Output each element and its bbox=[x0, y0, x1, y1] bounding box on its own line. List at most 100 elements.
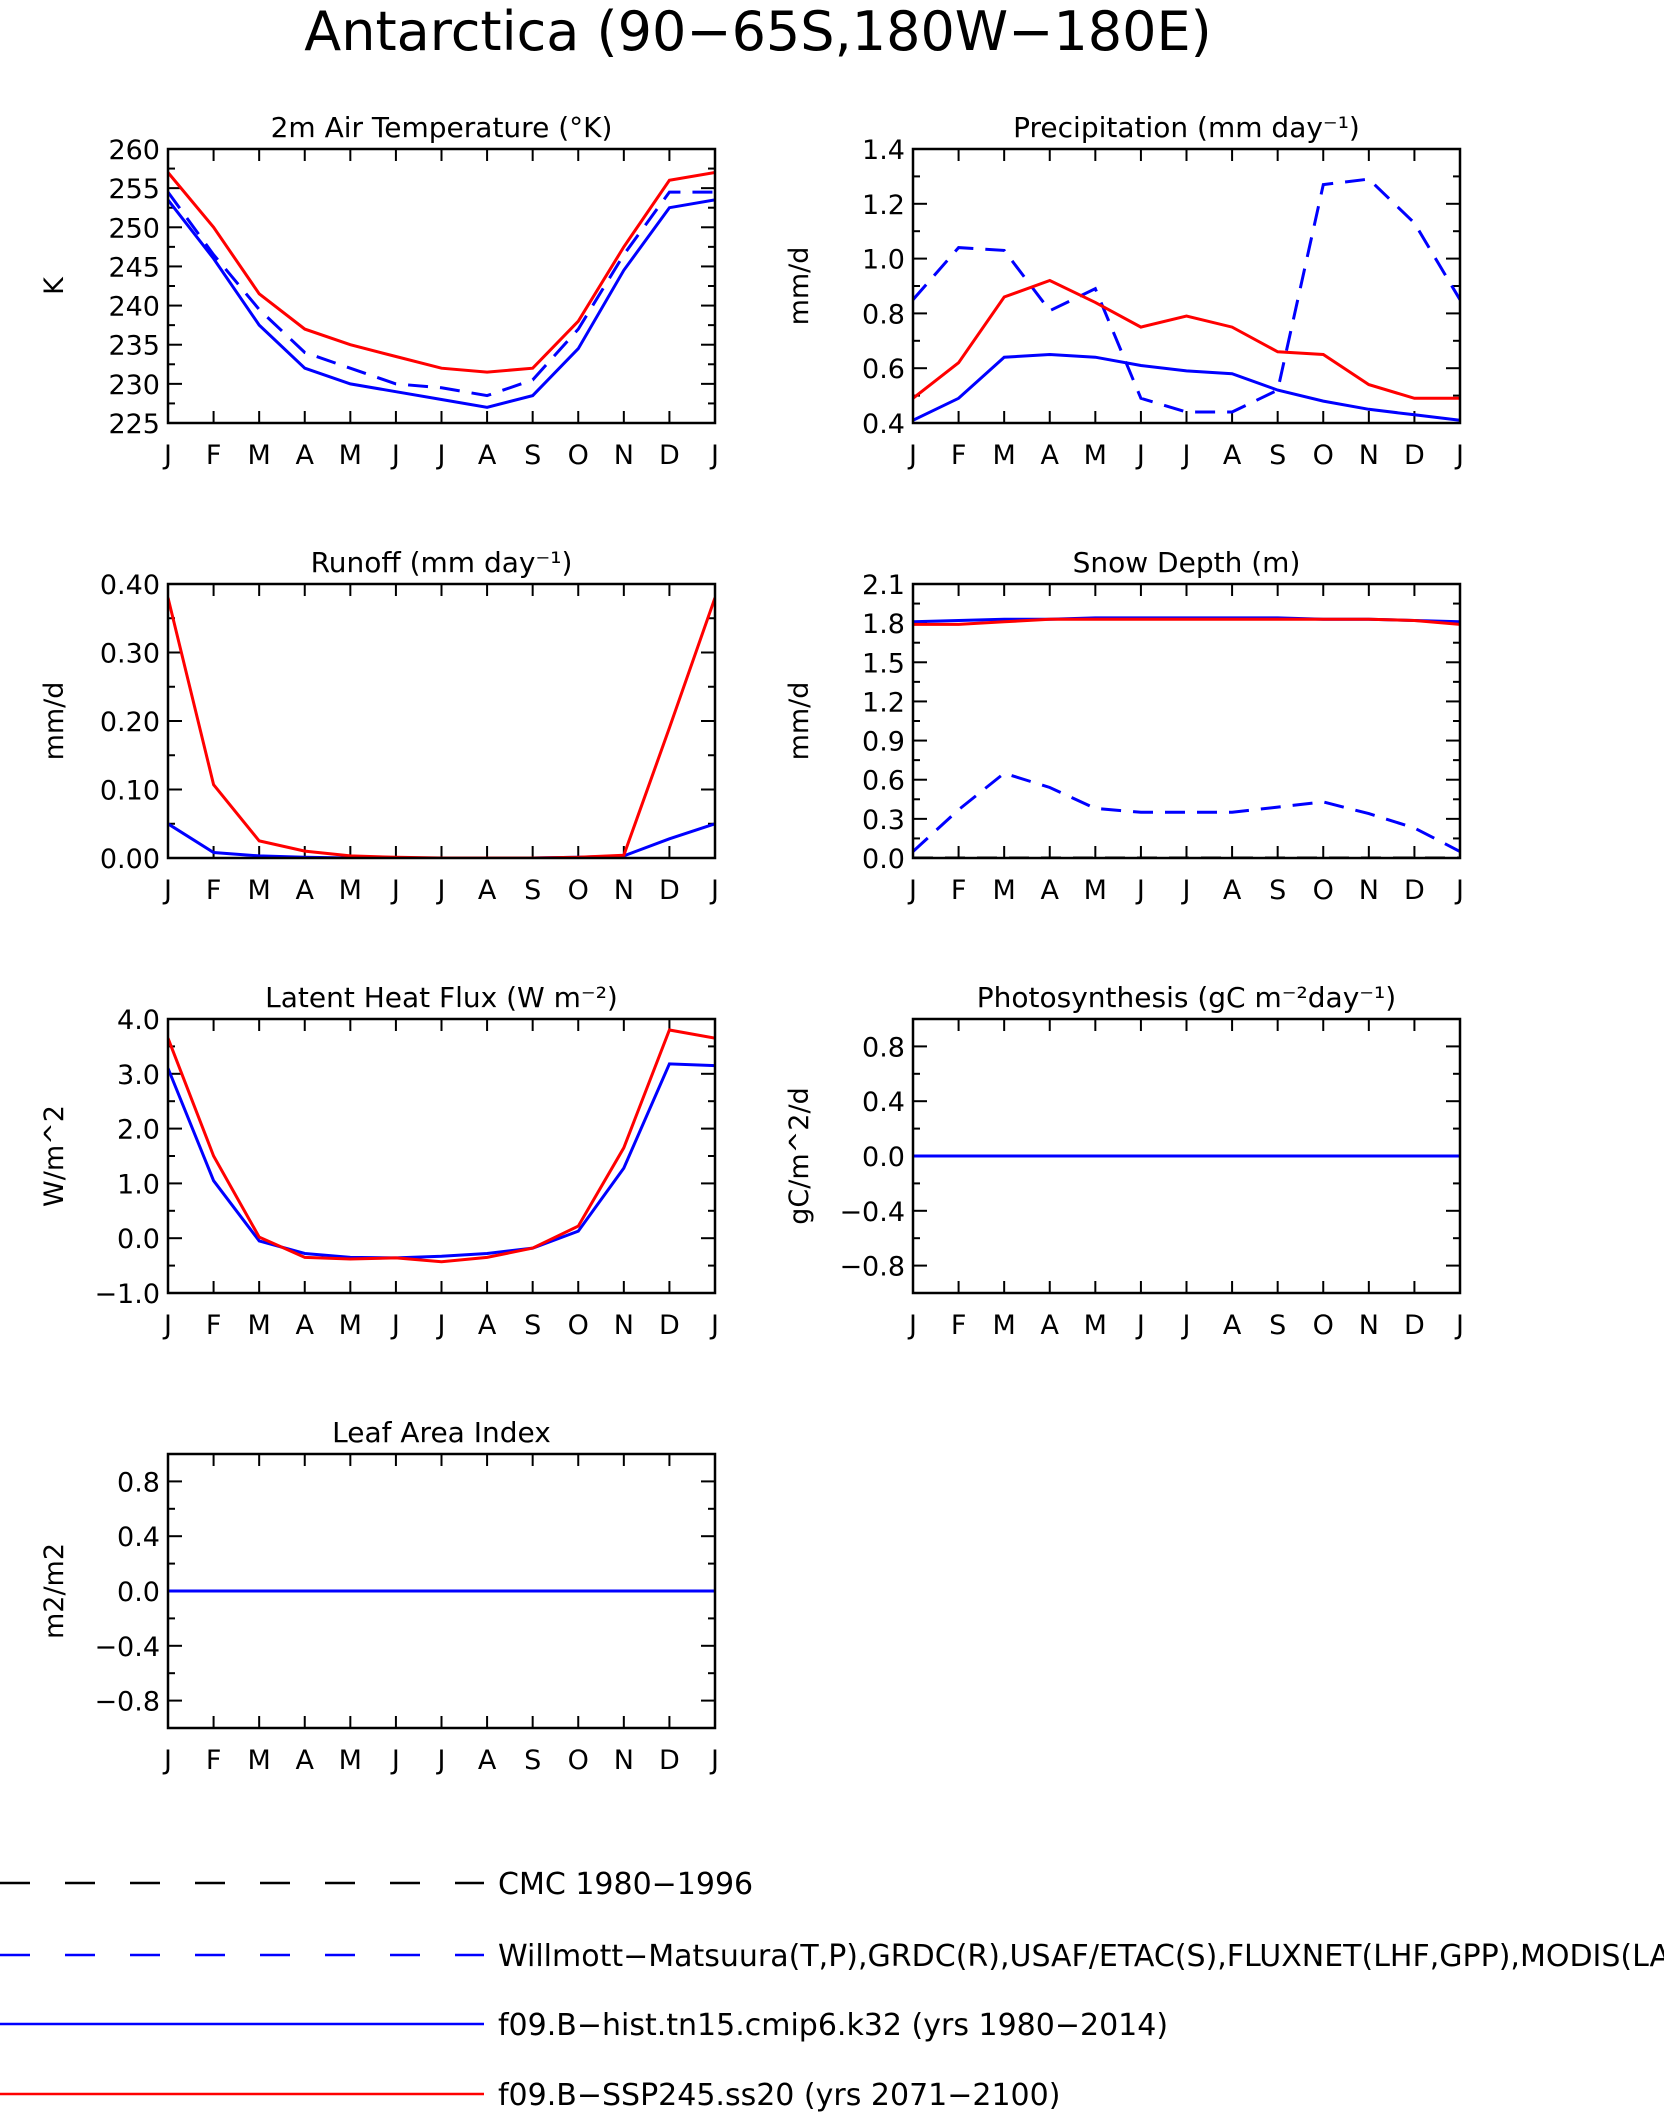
y-tick-label: 0.8 bbox=[862, 1032, 905, 1063]
x-tick-label: J bbox=[907, 440, 917, 471]
plot-frame bbox=[911, 147, 1462, 425]
x-tick-label: J bbox=[390, 875, 400, 906]
panel-title: Precipitation (mm day⁻¹) bbox=[1013, 111, 1360, 144]
x-tick-label: A bbox=[478, 1310, 497, 1341]
series-line bbox=[913, 177, 1460, 414]
y-axis-label: gC/m^2/d bbox=[784, 1087, 815, 1224]
y-tick-label: 0.9 bbox=[862, 727, 905, 758]
y-tick-label: 3.0 bbox=[117, 1060, 160, 1091]
x-tick-label: J bbox=[907, 875, 917, 906]
y-tick-label: 0.8 bbox=[117, 1467, 160, 1498]
series-line bbox=[913, 771, 1460, 853]
x-tick-label: D bbox=[1404, 875, 1425, 906]
legend-label: f09.B−hist.tn15.cmip6.k32 (yrs 1980−2014… bbox=[498, 2008, 1168, 2043]
x-tick-label: J bbox=[1135, 440, 1145, 471]
x-tick-label: O bbox=[1313, 440, 1334, 471]
x-tick-label: J bbox=[436, 440, 446, 471]
x-tick-label: M bbox=[1084, 875, 1107, 906]
x-tick-label: O bbox=[568, 1310, 589, 1341]
x-tick-label: M bbox=[339, 440, 362, 471]
y-tick-label: −0.8 bbox=[94, 1687, 160, 1718]
plot-frame bbox=[166, 147, 717, 425]
x-tick-label: A bbox=[478, 875, 497, 906]
plot-frame bbox=[166, 1017, 717, 1295]
x-tick-label: M bbox=[339, 875, 362, 906]
panel-precip: Precipitation (mm day⁻¹)J F M A M J J A S O N D J0.4… bbox=[784, 111, 1464, 471]
panel-title: Runoff (mm day⁻¹) bbox=[311, 546, 573, 579]
x-tick-label: A bbox=[296, 1745, 315, 1776]
x-tick-label: S bbox=[524, 1310, 541, 1341]
y-tick-label: 1.2 bbox=[862, 687, 905, 718]
y-tick-label: 230 bbox=[108, 370, 160, 401]
y-tick-label: 0.4 bbox=[862, 1087, 905, 1118]
y-axis-label: mm/d bbox=[39, 682, 70, 761]
x-tick-label: A bbox=[1041, 1310, 1060, 1341]
y-tick-label: 0.30 bbox=[100, 639, 160, 670]
legend-label: CMC 1980−1996 bbox=[498, 1867, 753, 1902]
y-tick-label: 1.0 bbox=[117, 1169, 160, 1200]
x-tick-label: A bbox=[1041, 440, 1060, 471]
y-tick-label: 4.0 bbox=[117, 1005, 160, 1036]
x-tick-label: M bbox=[993, 875, 1016, 906]
x-tick-label: M bbox=[248, 875, 271, 906]
x-tick-label: F bbox=[951, 440, 967, 471]
series-line bbox=[913, 617, 1460, 626]
x-tick-label: A bbox=[1041, 875, 1060, 906]
x-tick-label: O bbox=[1313, 1310, 1334, 1341]
y-axis-label: m2/m2 bbox=[39, 1543, 70, 1639]
y-tick-label: 2.0 bbox=[117, 1115, 160, 1146]
y-tick-label: 0.3 bbox=[862, 805, 905, 836]
x-tick-label: N bbox=[614, 875, 634, 906]
x-tick-label: F bbox=[206, 1310, 222, 1341]
panel-title: Leaf Area Index bbox=[332, 1416, 551, 1449]
x-tick-label: J bbox=[1454, 875, 1464, 906]
y-tick-label: 0.00 bbox=[100, 844, 160, 875]
x-tick-label: F bbox=[206, 875, 222, 906]
y-tick-label: 0.0 bbox=[117, 1224, 160, 1255]
x-tick-label: S bbox=[524, 1745, 541, 1776]
series-line bbox=[168, 597, 715, 858]
x-tick-label: N bbox=[614, 440, 634, 471]
x-tick-label: J bbox=[1454, 440, 1464, 471]
legend: CMC 1980−1996 Willmott−Matsuura(T,P),GRDC… bbox=[0, 1867, 1664, 2113]
series-line bbox=[168, 190, 715, 398]
panel-snow: Snow Depth (m)J F M A M J J A S O N D J0.00.30.60.91… bbox=[784, 546, 1464, 906]
panel-runoff: Runoff (mm day⁻¹)J F M A M J J A S O N D J0.000.100.… bbox=[39, 546, 719, 906]
x-tick-label: A bbox=[1223, 875, 1242, 906]
series-line bbox=[168, 1062, 715, 1260]
x-tick-label: J bbox=[162, 875, 172, 906]
y-axis-label: mm/d bbox=[784, 682, 815, 761]
x-tick-label: M bbox=[248, 1310, 271, 1341]
y-tick-label: −1.0 bbox=[94, 1279, 160, 1310]
x-tick-label: J bbox=[1181, 875, 1191, 906]
y-tick-label: 0.4 bbox=[117, 1522, 160, 1553]
y-tick-label: 0.0 bbox=[117, 1577, 160, 1608]
x-tick-label: M bbox=[339, 1745, 362, 1776]
y-axis-label: K bbox=[39, 276, 70, 295]
panels: 2m Air Temperature (°K)J F M A M J J A S O N D J2252… bbox=[39, 111, 1464, 1776]
legend-label: Willmott−Matsuura(T,P),GRDC(R),USAF/ETAC… bbox=[498, 1939, 1664, 1974]
panel-title: Latent Heat Flux (W m⁻²) bbox=[265, 981, 618, 1014]
y-axis-label: W/m^2 bbox=[39, 1105, 70, 1207]
x-tick-label: S bbox=[1269, 875, 1286, 906]
x-tick-label: J bbox=[907, 1310, 917, 1341]
y-tick-label: 235 bbox=[108, 331, 160, 362]
x-tick-label: A bbox=[1223, 440, 1242, 471]
x-tick-label: J bbox=[1181, 440, 1191, 471]
plot-frame bbox=[911, 582, 1462, 860]
x-tick-label: S bbox=[1269, 1310, 1286, 1341]
x-tick-label: J bbox=[709, 440, 719, 471]
x-tick-label: M bbox=[339, 1310, 362, 1341]
y-tick-label: 1.8 bbox=[862, 609, 905, 640]
y-tick-label: 0.8 bbox=[862, 299, 905, 330]
legend-label: f09.B−SSP245.ss20 (yrs 2071−2100) bbox=[498, 2078, 1060, 2113]
series-line bbox=[168, 1028, 715, 1264]
x-tick-label: A bbox=[296, 1310, 315, 1341]
panel-title: Snow Depth (m) bbox=[1073, 546, 1301, 579]
x-tick-label: N bbox=[614, 1745, 634, 1776]
y-tick-label: 0.6 bbox=[862, 766, 905, 797]
x-tick-label: A bbox=[296, 875, 315, 906]
y-tick-label: −0.8 bbox=[839, 1252, 905, 1283]
x-tick-label: J bbox=[1135, 875, 1145, 906]
y-tick-label: 2.1 bbox=[862, 570, 905, 601]
